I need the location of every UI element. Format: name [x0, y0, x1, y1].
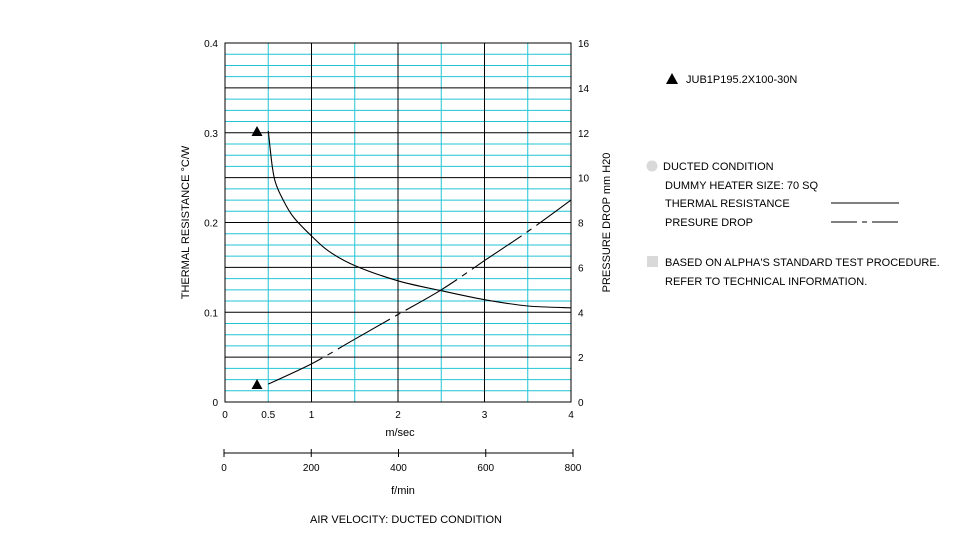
legend-condition-title: DUCTED CONDITION [663, 161, 774, 173]
legend-note-line1: BASED ON ALPHA'S STANDARD TEST PROCEDURE… [665, 257, 940, 269]
bottom-axis-ticks: 0 0.5 1 2 3 4 [222, 410, 574, 421]
pressure-drop-line [268, 199, 572, 385]
x-tick-label: 4 [568, 410, 574, 421]
model-triangle-icon [666, 73, 678, 84]
secondary-tick-label: 800 [565, 463, 582, 474]
secondary-tick-label: 200 [303, 463, 320, 474]
triangle-marker [251, 125, 263, 136]
right-tick-label: 4 [578, 308, 584, 319]
ducted-bullet-icon [646, 160, 658, 172]
legend-thermal: THERMAL RESISTANCE [665, 198, 790, 210]
secondary-x-axis-label: f/min [391, 485, 415, 497]
right-axis-ticks: 0 2 4 6 8 10 12 14 16 [578, 39, 590, 409]
chart-caption: AIR VELOCITY: DUCTED CONDITION [310, 514, 502, 526]
legend: JUB1P195.2X100-30N DUCTED CONDITION DUMM… [646, 73, 940, 288]
secondary-tick-label: 600 [477, 463, 494, 474]
right-axis-label: PRESSURE DROP mm H20 [601, 153, 613, 293]
secondary-x-axis: 0 200 400 600 800 [221, 449, 582, 474]
right-tick-label: 2 [578, 353, 584, 364]
legend-heater: DUMMY HEATER SIZE: 70 SQ [665, 180, 818, 192]
major-grid [225, 43, 571, 402]
x-tick-label: 1 [309, 410, 315, 421]
thermal-resistance-line [267, 130, 572, 309]
marker-layer [251, 125, 263, 390]
right-tick-label: 0 [578, 398, 584, 409]
right-tick-label: 12 [578, 129, 590, 140]
left-tick-label: 0.3 [204, 129, 218, 140]
left-tick-label: 0.4 [204, 39, 218, 50]
plot-frame [224, 42, 572, 403]
x-tick-label: 3 [482, 410, 488, 421]
x-tick-label: 0 [222, 410, 228, 421]
left-tick-label: 0.1 [204, 308, 218, 319]
secondary-tick-label: 400 [390, 463, 407, 474]
right-tick-label: 8 [578, 219, 584, 230]
x-axis-label: m/sec [385, 427, 415, 439]
x-tick-label: 0.5 [261, 410, 275, 421]
left-axis-label: THERMAL RESISTANCE °C/W [180, 145, 192, 299]
left-tick-label: 0.2 [204, 219, 218, 230]
legend-pressure: PRESURE DROP [665, 217, 753, 229]
legend-model: JUB1P195.2X100-30N [686, 74, 797, 86]
x-tick-label: 2 [395, 410, 401, 421]
left-tick-label: 0 [212, 398, 218, 409]
right-tick-label: 10 [578, 174, 590, 185]
legend-note-line2: REFER TO TECHNICAL INFORMATION. [665, 276, 867, 288]
right-tick-label: 14 [578, 84, 590, 95]
left-axis-ticks: 0 0.1 0.2 0.3 0.4 [204, 39, 218, 409]
right-tick-label: 16 [578, 39, 590, 50]
right-tick-label: 6 [578, 263, 584, 274]
triangle-marker [251, 379, 263, 390]
series-layer [267, 130, 572, 385]
secondary-tick-label: 0 [221, 463, 227, 474]
note-square-icon [647, 256, 658, 267]
